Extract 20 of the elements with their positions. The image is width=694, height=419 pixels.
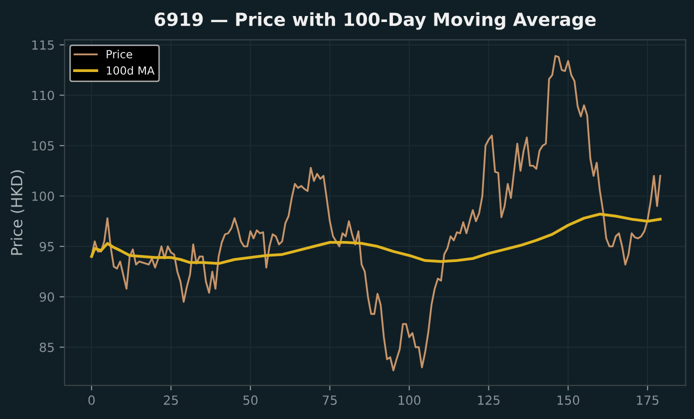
y-tick-label: 95 — [40, 242, 54, 252]
x-tick-label: 75 — [322, 396, 337, 405]
x-tick-label: 125 — [478, 395, 500, 405]
x-tick-label: 0 — [88, 395, 95, 405]
x-tick-label: 100 — [398, 395, 420, 405]
y-tick-label: 90 — [40, 292, 54, 302]
x-tick-label: 25 — [164, 395, 178, 405]
y-tick-label: 100 — [32, 191, 54, 201]
line-series — [90, 212, 662, 265]
legend-label: Price — [106, 50, 132, 58]
x-tick-label: 50 — [243, 395, 258, 405]
legend-label: 100d MA — [106, 66, 155, 75]
x-tick-label: 150 — [558, 395, 580, 405]
y-tick-label: 110 — [32, 90, 54, 100]
y-tick-label: 85 — [40, 342, 54, 352]
x-tick-label: 175 — [636, 396, 658, 405]
chart-title: 6919 — Price with 100-Day Moving Average — [154, 12, 596, 30]
y-tick-label: 105 — [32, 141, 54, 151]
y-tick-label: 115 — [32, 40, 54, 50]
y-axis-title: Price (HKD) — [10, 170, 24, 255]
